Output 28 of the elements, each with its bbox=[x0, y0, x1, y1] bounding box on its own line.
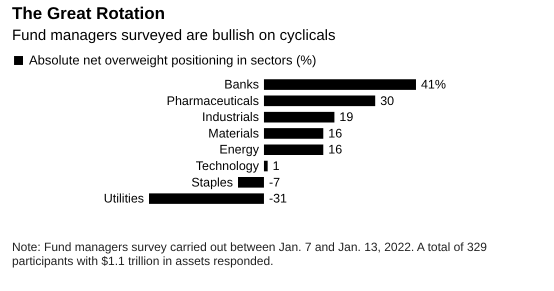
bar bbox=[149, 193, 264, 204]
bar bbox=[238, 177, 264, 188]
chart-title: The Great Rotation bbox=[12, 4, 166, 24]
data-label: -31 bbox=[268, 192, 288, 206]
bar bbox=[264, 144, 324, 156]
data-label: -7 bbox=[268, 175, 280, 190]
bar bbox=[264, 112, 334, 122]
y-tick-label: Pharmaceuticals bbox=[166, 94, 259, 108]
data-label: 16 bbox=[328, 126, 342, 140]
data-label: 41% bbox=[420, 78, 446, 92]
data-label: 30 bbox=[380, 94, 394, 108]
y-tick-label: Utilities bbox=[104, 192, 144, 206]
bar bbox=[264, 128, 324, 139]
y-tick-label: Materials bbox=[208, 126, 259, 140]
y-tick-label: Industrials bbox=[202, 110, 259, 124]
bar bbox=[264, 96, 376, 106]
data-label: 1 bbox=[272, 159, 280, 174]
y-tick-label: Staples bbox=[191, 175, 233, 190]
legend-label: Absolute net overweight positioning in sectors (%) bbox=[29, 52, 316, 68]
bar bbox=[264, 79, 416, 90]
data-label: 19 bbox=[339, 110, 354, 124]
bar bbox=[264, 160, 268, 172]
text: Note: Fund managers survey carried out between Jan. 7 and Jan. 13, 2022. A total of 329 participants with $1.1 trillion in assets responded. bbox=[12, 240, 488, 268]
y-tick-label: Energy bbox=[219, 142, 260, 157]
data-label: 16 bbox=[328, 142, 342, 157]
y-tick-label: Technology bbox=[196, 159, 260, 174]
y-tick-label: Banks bbox=[224, 78, 259, 92]
chart-subtitle: Fund managers surveyed are bullish on cyclicals bbox=[12, 27, 336, 44]
